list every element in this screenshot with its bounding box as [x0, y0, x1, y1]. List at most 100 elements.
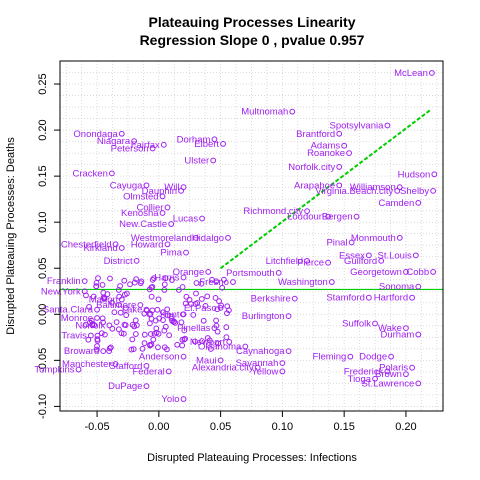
point-label: Federal: [133, 366, 165, 377]
y-tick-label: 0.20: [37, 119, 49, 140]
point-label: Fairfax: [131, 140, 160, 151]
x-tick-label: 0.00: [148, 421, 169, 433]
point-label: Virginia.Beach.city: [315, 186, 393, 197]
y-tick-label: 0.25: [37, 73, 49, 94]
cluster-point-marker: [108, 276, 113, 281]
x-tick-label: 0.10: [272, 421, 293, 433]
point-marker: [184, 250, 189, 255]
point-marker: [413, 253, 418, 258]
cluster-point-marker: [114, 320, 119, 325]
point-marker: [206, 270, 211, 275]
point-label: Lake: [122, 305, 143, 316]
cluster-point-marker: [199, 297, 204, 302]
cluster-point-marker: [95, 333, 100, 338]
point-label: Roanoke: [307, 148, 345, 159]
point-label: Guilford: [344, 256, 377, 267]
cluster-point-marker: [122, 278, 127, 283]
y-tick-label: -0.10: [37, 394, 49, 419]
point-label: Fleming: [313, 352, 347, 363]
cluster-point-marker: [100, 282, 105, 287]
point-label: Pinal: [326, 237, 347, 248]
x-tick-label: -0.05: [85, 421, 110, 433]
point-marker: [181, 397, 186, 402]
point-label: Pinellas: [177, 323, 211, 334]
point-label: Camden: [378, 198, 414, 209]
point-label: Spotsylvania: [330, 120, 385, 131]
point-label: Portsmouth: [226, 268, 275, 279]
point-label: DuPage: [108, 381, 142, 392]
point-marker: [389, 354, 394, 359]
point-label: Anderson: [139, 352, 180, 363]
point-marker: [101, 349, 106, 354]
point-marker: [397, 235, 402, 240]
point-marker: [416, 332, 421, 337]
point-marker: [354, 214, 359, 219]
point-label: Sonoma: [379, 282, 415, 293]
point-label: Caynahoga: [236, 346, 285, 357]
cluster-point-marker: [167, 333, 172, 338]
point-marker: [165, 205, 170, 210]
cluster-point-marker: [147, 321, 152, 326]
cluster-point-marker: [133, 332, 138, 337]
point-marker: [431, 188, 436, 193]
point-marker: [161, 142, 166, 147]
point-marker: [276, 270, 281, 275]
point-marker: [416, 200, 421, 205]
x-tick-label: 0.05: [210, 421, 231, 433]
cluster-point-marker: [156, 345, 161, 350]
point-label: El.Paso: [184, 303, 217, 314]
point-label: Ulster: [184, 155, 209, 166]
point-marker: [119, 246, 124, 251]
point-marker: [385, 123, 390, 128]
point-label: Cayuga: [110, 180, 143, 191]
point-label: Burlington: [242, 311, 285, 322]
point-label: St.Louis: [377, 250, 412, 261]
cluster-point-marker: [213, 296, 218, 301]
point-marker: [144, 384, 149, 389]
point-label: Hidalgo: [192, 233, 224, 244]
cluster-point-marker: [194, 291, 199, 296]
cluster-point-marker: [128, 282, 133, 287]
point-label: McLean: [394, 68, 428, 79]
cluster-point-marker: [142, 341, 147, 346]
point-marker: [286, 349, 291, 354]
cluster-point-marker: [94, 284, 99, 289]
point-marker: [410, 365, 415, 370]
point-label: Suffolk: [342, 319, 371, 330]
point-label: Cracken: [73, 168, 108, 179]
point-label: Berkshire: [251, 294, 291, 305]
point-label: New.York: [41, 286, 81, 297]
point-marker: [432, 172, 437, 177]
point-marker: [109, 171, 114, 176]
point-marker: [337, 131, 342, 136]
x-tick-label: 0.15: [333, 421, 354, 433]
cluster-point-marker: [194, 281, 199, 286]
point-marker: [431, 270, 436, 275]
point-marker: [337, 165, 342, 170]
cluster-point-marker: [96, 276, 101, 281]
point-label: Multnomah: [241, 107, 288, 118]
cluster-point-marker: [214, 318, 219, 323]
point-marker: [231, 280, 236, 285]
point-label: Cobb: [406, 267, 429, 278]
point-marker: [429, 71, 434, 76]
cluster-point-marker: [224, 325, 229, 330]
y-tick-label: 0.10: [37, 211, 49, 232]
cluster-point-marker: [151, 337, 156, 342]
point-label: Monmouth: [351, 233, 396, 244]
point-label: Bergen: [322, 212, 353, 223]
point-marker: [226, 235, 231, 240]
point-label: Brantford: [296, 129, 335, 140]
point-marker: [329, 280, 334, 285]
point-label: Pima: [160, 248, 182, 259]
point-label: Newport: [190, 337, 226, 348]
point-label: Stamford: [326, 293, 365, 304]
y-tick-label: 0.15: [37, 165, 49, 186]
point-marker: [290, 109, 295, 114]
point-label: Washington: [278, 277, 328, 288]
data-points: McLeanMultnomahOnondagaNiagaraPetersonFa…: [34, 68, 436, 405]
cluster-point-marker: [149, 294, 154, 299]
point-marker: [166, 369, 171, 374]
point-label: Yolo: [161, 394, 179, 405]
point-marker: [416, 381, 421, 386]
